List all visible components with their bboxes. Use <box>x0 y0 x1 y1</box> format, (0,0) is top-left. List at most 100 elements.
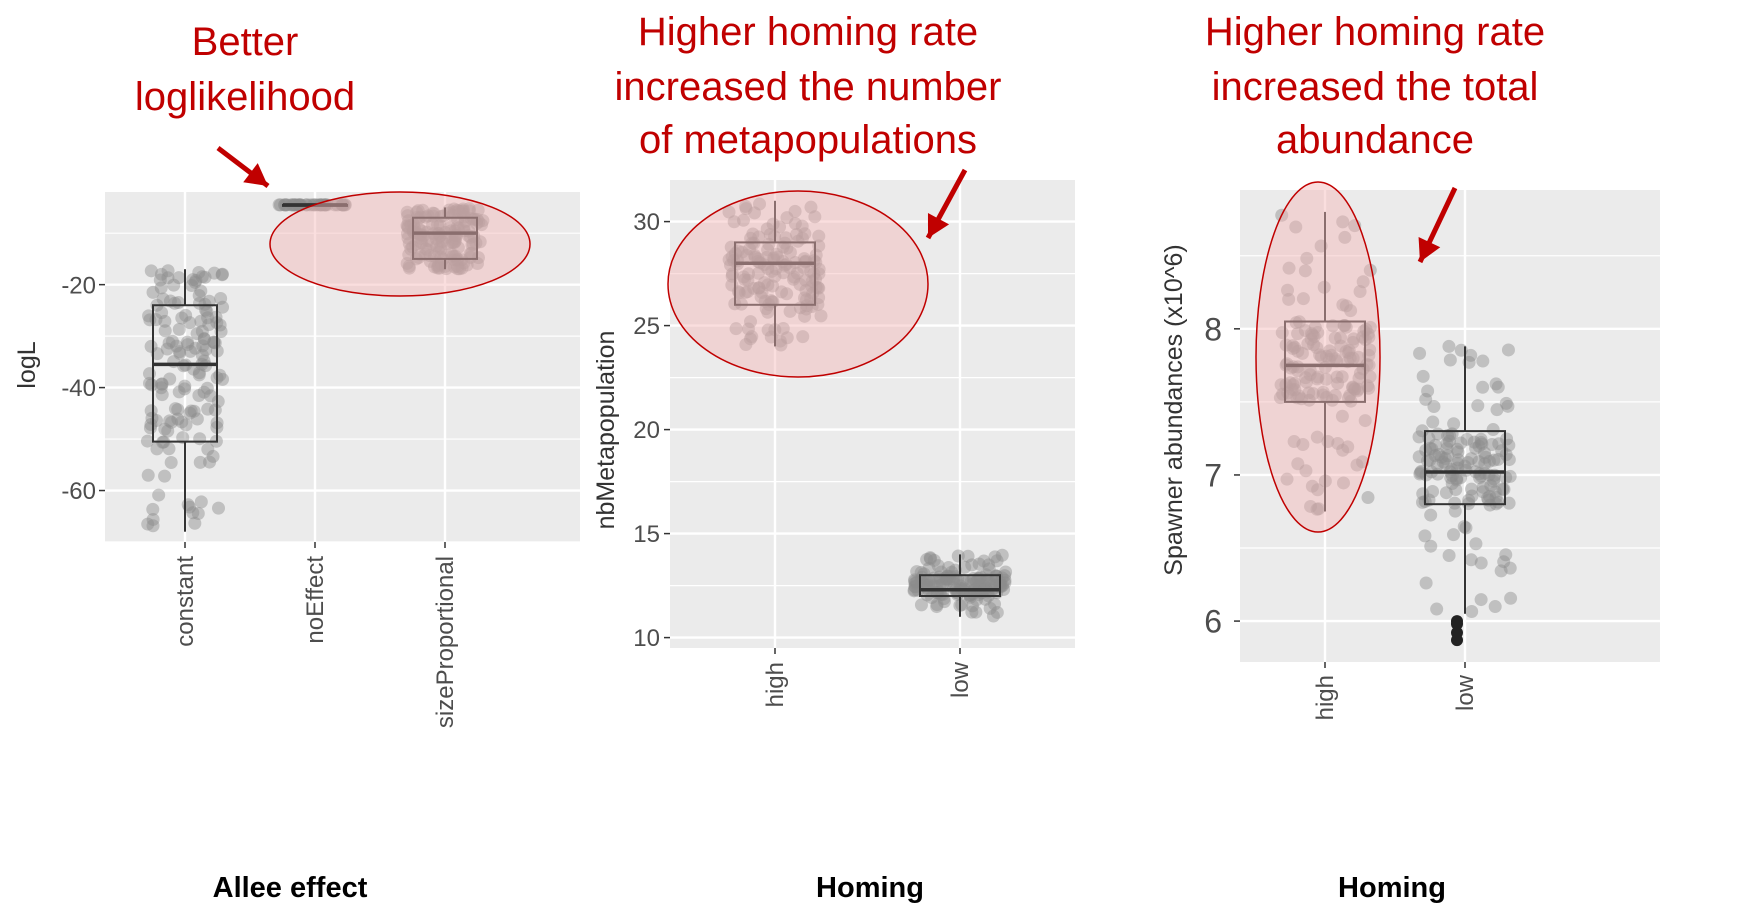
jitter-point <box>400 205 414 219</box>
jitter-point <box>1306 328 1320 342</box>
jitter-point <box>1339 345 1353 359</box>
jitter-point <box>175 415 189 429</box>
jitter-point <box>1335 370 1349 384</box>
jitter-point <box>194 495 208 509</box>
jitter-point <box>155 388 169 402</box>
jitter-point <box>1338 230 1352 244</box>
jitter-point <box>798 309 812 323</box>
jitter-point <box>744 315 758 329</box>
jitter-point <box>401 231 415 245</box>
jitter-point <box>963 590 977 604</box>
jitter-point <box>1489 490 1503 504</box>
y-tick-label: 7 <box>1204 457 1222 493</box>
jitter-point <box>722 253 736 267</box>
jitter-point <box>455 261 469 275</box>
jitter-point <box>1444 471 1458 485</box>
jitter-point <box>1425 442 1439 456</box>
jitter-point <box>1342 343 1356 357</box>
jitter-point <box>1335 409 1349 423</box>
jitter-point <box>1298 324 1312 338</box>
jitter-point <box>150 347 164 361</box>
chart-panel-1: -20 -40 -60 logL constant noEffect sizeProport… <box>13 20 580 904</box>
jitter-point <box>1310 372 1324 386</box>
jitter-point <box>790 266 804 280</box>
jitter-point <box>1441 449 1455 463</box>
jitter-point <box>1481 491 1495 505</box>
jitter-point <box>192 288 206 302</box>
jitter-point <box>1447 528 1461 542</box>
jitter-point <box>804 264 818 278</box>
jitter-point <box>203 455 217 469</box>
jitter-point <box>194 284 208 298</box>
jitter-point <box>914 598 928 612</box>
jitter-point <box>201 311 215 325</box>
jitter-point <box>1360 358 1374 372</box>
jitter-point <box>192 265 206 279</box>
jitter-point <box>192 366 206 380</box>
jitter-point <box>431 259 445 273</box>
jitter-point <box>419 242 433 256</box>
jitter-point <box>1302 386 1316 400</box>
jitter-point <box>1464 553 1478 567</box>
jitter-point <box>1491 495 1505 509</box>
jitter-point <box>729 322 743 336</box>
jitter-point <box>973 570 987 584</box>
jitter-point <box>1343 351 1357 365</box>
x-axis-title: Allee effect <box>213 872 368 904</box>
jitter-point <box>925 591 939 605</box>
jitter-point <box>437 209 451 223</box>
jitter-point <box>982 558 996 572</box>
jitter-point <box>183 316 197 330</box>
jitter-point <box>195 270 209 284</box>
jitter-point <box>167 278 181 292</box>
jitter-point <box>776 240 790 254</box>
jitter-point <box>412 251 426 265</box>
jitter-point <box>143 313 157 327</box>
annotation-line: Higher homing rate <box>638 10 978 54</box>
jitter-point <box>742 267 756 281</box>
jitter-point <box>1440 441 1454 455</box>
jitter-point <box>410 205 424 219</box>
jitter-point <box>1286 342 1300 356</box>
jitter-point <box>1291 344 1305 358</box>
jitter-point <box>908 580 922 594</box>
jitter-point <box>451 262 465 276</box>
jitter-point <box>1339 320 1353 334</box>
jitter-point <box>762 237 776 251</box>
jitter-point <box>146 285 160 299</box>
jitter-point <box>741 285 755 299</box>
jitter-point <box>1483 489 1497 503</box>
jitter-point <box>754 290 768 304</box>
jitter-point <box>1291 364 1305 378</box>
y-axis-title: nbMetapopulation <box>592 331 620 530</box>
jitter-point <box>920 574 934 588</box>
jitter-point <box>450 259 464 273</box>
jitter-point <box>799 273 813 287</box>
jitter-point <box>765 264 779 278</box>
jitter-point <box>172 271 186 285</box>
jitter-point <box>1478 457 1492 471</box>
jitter-point <box>915 570 929 584</box>
jitter-point <box>211 394 225 408</box>
jitter-point <box>1343 388 1357 402</box>
jitter-point <box>1313 348 1327 362</box>
jitter-point <box>988 550 1002 564</box>
jitter-point <box>799 293 813 307</box>
jitter-point <box>1423 453 1437 467</box>
jitter-point <box>1467 435 1481 449</box>
highlight-ellipse <box>1255 181 1381 533</box>
jitter-point <box>761 323 775 337</box>
jitter-point <box>788 217 802 231</box>
jitter-point <box>415 236 429 250</box>
jitter-point <box>401 209 415 223</box>
jitter-point <box>1476 380 1490 394</box>
x-tick-label: sizeProportional <box>432 556 459 728</box>
jitter-point <box>214 291 228 305</box>
jitter-point <box>457 220 471 234</box>
jitter-point <box>1503 469 1517 483</box>
jitter-point <box>441 237 455 251</box>
jitter-point <box>204 389 218 403</box>
jitter-point <box>1418 529 1432 543</box>
jitter-point <box>752 281 766 295</box>
jitter-point <box>737 270 751 284</box>
